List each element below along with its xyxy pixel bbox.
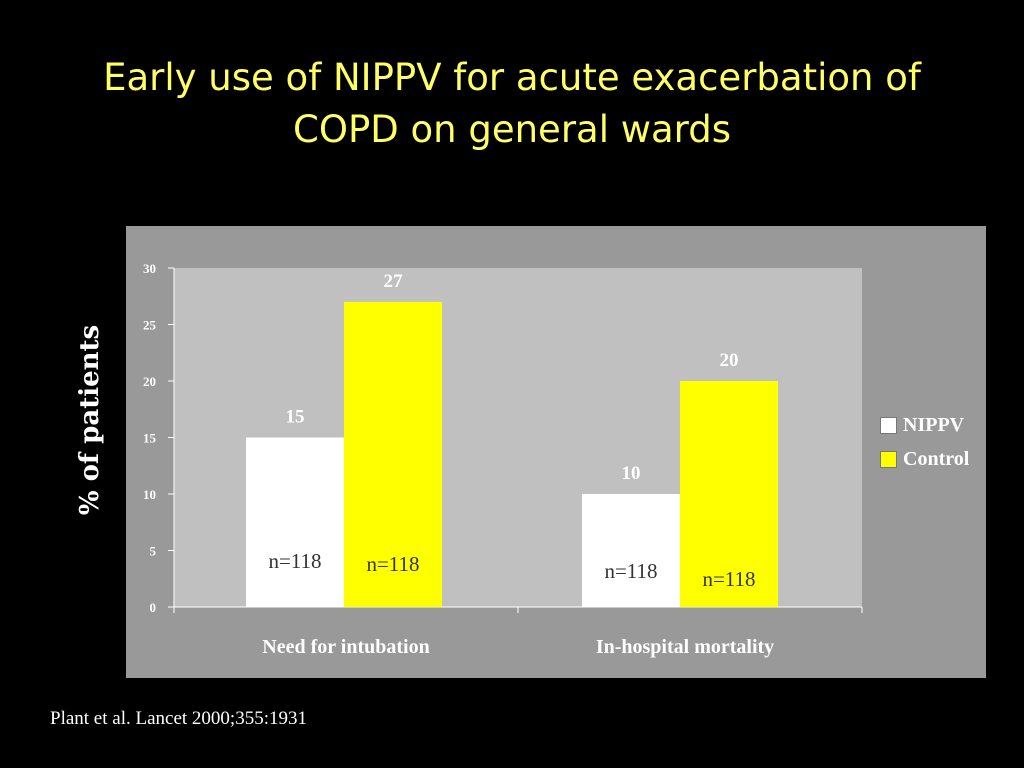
legend: NIPPV Control (880, 408, 969, 476)
y-tick-label: 25 (143, 318, 157, 333)
y-tick-label: 30 (143, 261, 156, 276)
legend-swatch-control (880, 450, 897, 468)
slide-title: Early use of NIPPV for acute exacerbatio… (0, 52, 1024, 156)
legend-item-control: Control (880, 442, 969, 476)
data-label: 27 (384, 271, 404, 292)
y-tick-label: 15 (143, 431, 157, 446)
legend-item-nippv: NIPPV (880, 408, 969, 442)
n-label: n=118 (702, 567, 755, 591)
x-category-label: Need for intubation (262, 636, 429, 658)
data-label: 10 (622, 463, 641, 484)
citation: Plant et al. Lancet 2000;355:1931 (50, 708, 307, 729)
legend-label-nippv: NIPPV (903, 413, 965, 436)
y-tick-label: 0 (150, 600, 157, 615)
bar-nippv-0 (246, 437, 344, 607)
y-tick-label: 10 (143, 487, 156, 502)
bar-control-1 (680, 381, 778, 607)
bar-control-0 (344, 301, 442, 607)
data-label: 15 (286, 407, 305, 428)
y-tick-label: 5 (150, 544, 157, 559)
slide-title-line-1: Early use of NIPPV for acute exacerbatio… (103, 56, 921, 99)
n-label: n=118 (366, 552, 419, 576)
n-label: n=118 (604, 559, 657, 583)
data-label: 20 (720, 350, 739, 371)
x-category-label: In-hospital mortality (596, 636, 774, 658)
slide-title-line-2: COPD on general wards (292, 108, 732, 151)
n-label: n=118 (268, 549, 321, 573)
y-tick-label: 20 (143, 374, 156, 389)
y-axis-label: % of patients (75, 324, 105, 516)
legend-label-control: Control (903, 447, 970, 470)
bar-nippv-1 (582, 494, 680, 607)
legend-swatch-nippv (880, 416, 897, 434)
